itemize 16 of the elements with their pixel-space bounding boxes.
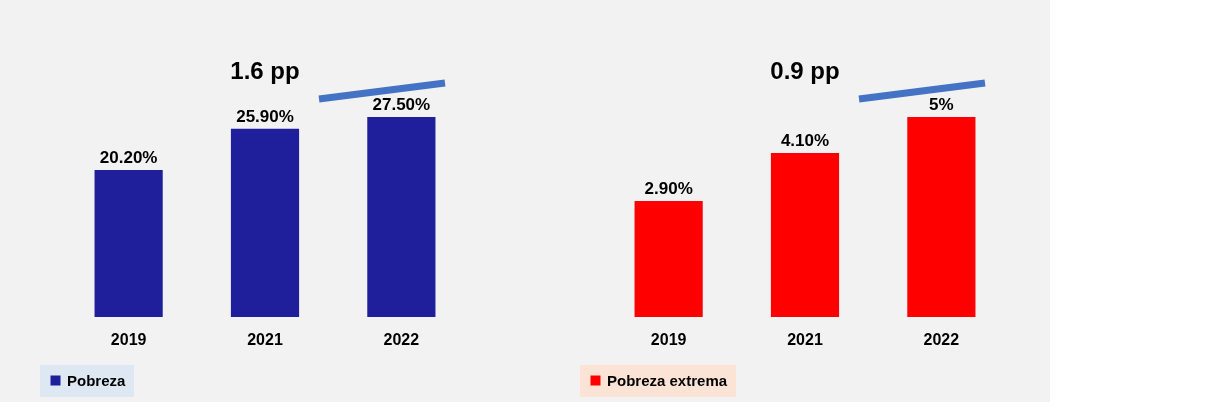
x-tick-label: 2019 <box>650 330 687 348</box>
data-label: 20.20% <box>99 148 158 168</box>
legend-label: Pobreza extrema <box>607 371 728 389</box>
data-label: 25.90% <box>236 106 294 126</box>
legend-label: Pobreza <box>67 371 127 389</box>
text: 1.6 pp <box>230 57 300 84</box>
data-label: 4.10% <box>780 131 830 150</box>
x-tick-label: 2022 <box>383 330 420 348</box>
text: 0.9 pp <box>770 57 840 84</box>
x-tick-label: 2021 <box>787 330 823 348</box>
x-tick-label: 2021 <box>247 330 283 348</box>
x-tick-label: 2019 <box>110 330 147 348</box>
data-label: 2.90% <box>644 179 693 198</box>
data-label: 5% <box>929 95 954 114</box>
data-label: 27.50% <box>372 95 431 114</box>
x-tick-label: 2022 <box>923 330 960 348</box>
